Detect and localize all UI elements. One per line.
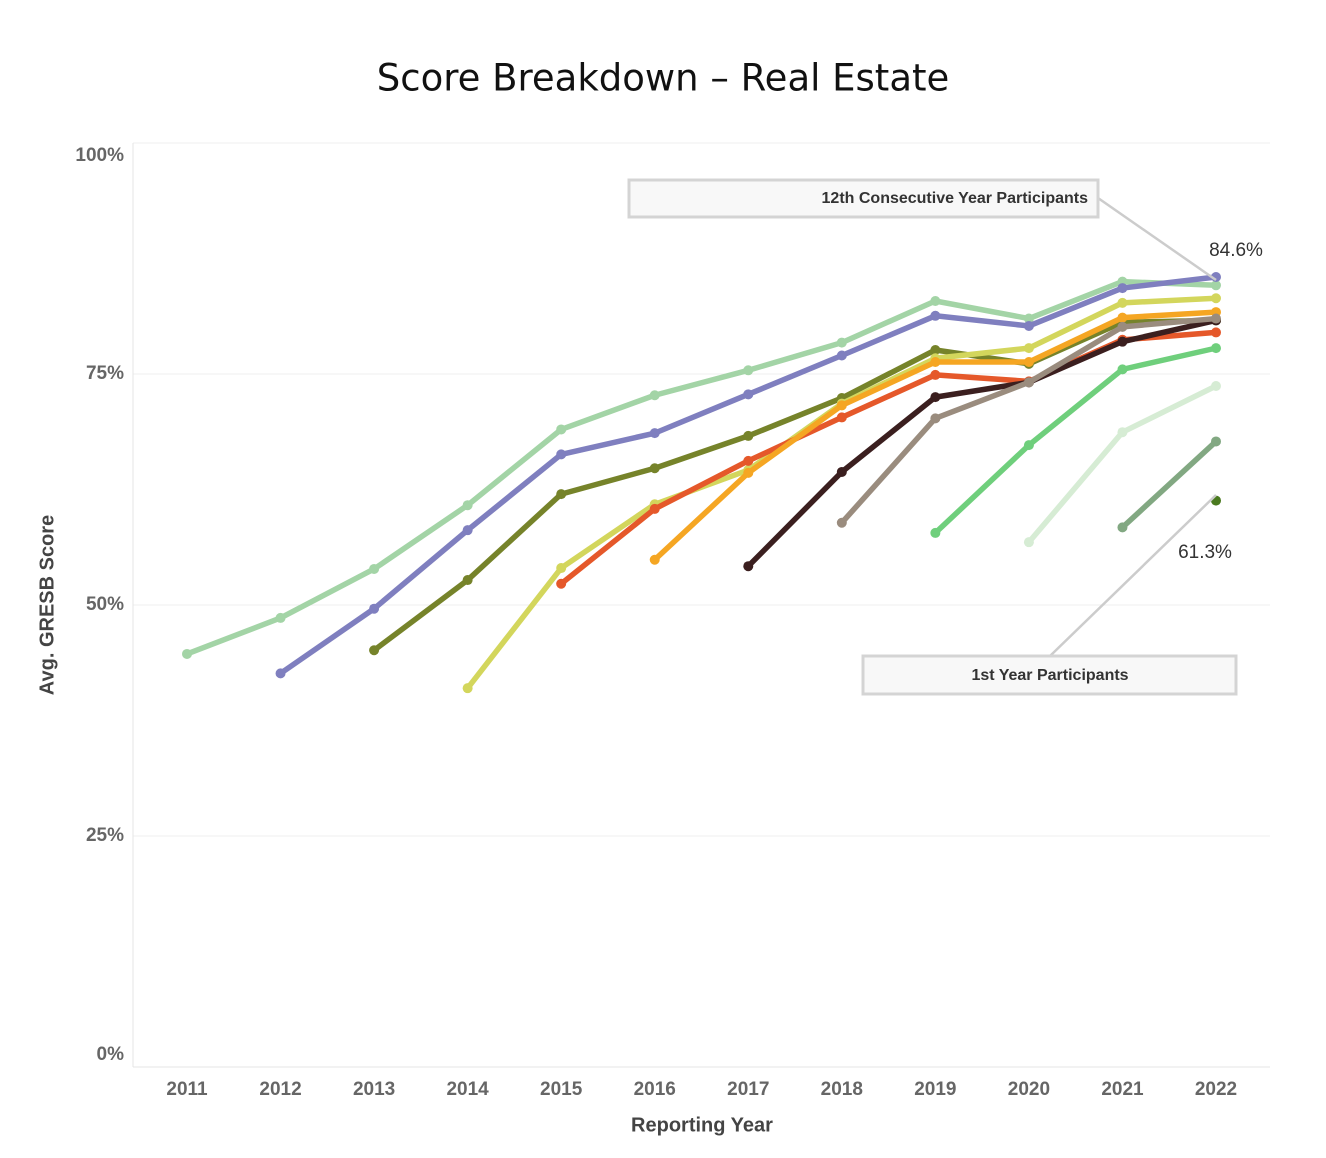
- data-point: [836, 337, 847, 348]
- data-point: [556, 578, 567, 589]
- annotation: 84.6%: [1209, 240, 1263, 261]
- data-point: [556, 563, 567, 574]
- y-tick-label: 25%: [86, 825, 124, 846]
- annotation: 61.3%: [1178, 542, 1232, 563]
- annotation: 1st Year Participants: [971, 667, 1128, 684]
- data-point: [1117, 427, 1128, 438]
- data-point: [930, 344, 941, 355]
- data-point: [649, 463, 660, 474]
- x-tick-label: 2022: [1195, 1079, 1237, 1100]
- data-point: [930, 369, 941, 380]
- data-point: [462, 500, 473, 511]
- data-point: [1117, 336, 1128, 347]
- y-tick-label: 100%: [75, 145, 124, 166]
- data-point: [930, 413, 941, 424]
- data-point: [743, 467, 754, 478]
- data-point: [930, 527, 941, 538]
- data-point: [1023, 356, 1034, 367]
- data-point: [1211, 313, 1221, 324]
- data-point: [556, 449, 567, 460]
- data-point: [649, 390, 660, 401]
- data-point: [462, 525, 473, 536]
- series-line: [746, 317, 1217, 569]
- data-point: [1211, 280, 1221, 291]
- data-point: [743, 561, 754, 572]
- data-point: [1117, 364, 1128, 375]
- data-point: [649, 428, 660, 439]
- data-point: [1211, 293, 1221, 304]
- data-point: [1117, 297, 1128, 308]
- y-tick-label: 50%: [86, 594, 124, 615]
- chart-title: Score Breakdown – Real Estate: [377, 57, 950, 100]
- annotation-box: [861, 654, 1238, 696]
- data-point: [556, 424, 567, 435]
- data-point: [462, 683, 473, 694]
- annotation-leader: [1097, 196, 1217, 282]
- data-point: [1023, 343, 1034, 354]
- y-tick-label: 75%: [86, 363, 124, 384]
- data-point: [1117, 312, 1128, 323]
- data-point: [930, 392, 941, 403]
- data-point: [1023, 537, 1034, 548]
- data-point: [369, 563, 380, 574]
- x-tick-label: 2013: [353, 1079, 395, 1100]
- data-point: [836, 400, 847, 411]
- data-point: [556, 489, 567, 500]
- data-point: [1211, 343, 1221, 354]
- data-point: [369, 603, 380, 614]
- annotation: 12th Consecutive Year Participants: [822, 190, 1089, 207]
- data-point: [930, 356, 941, 367]
- x-tick-label: 2014: [446, 1079, 489, 1100]
- y-tick-label: 0%: [97, 1044, 125, 1065]
- data-point: [930, 296, 941, 307]
- data-point: [1117, 321, 1128, 332]
- data-point: [649, 503, 660, 514]
- data-point: [836, 412, 847, 423]
- data-point: [743, 389, 754, 400]
- data-point: [1023, 313, 1034, 324]
- data-point: [836, 466, 847, 477]
- data-point: [275, 668, 286, 679]
- x-tick-label: 2012: [259, 1079, 301, 1100]
- x-tick-label: 2021: [1101, 1079, 1144, 1100]
- annotation-box: [627, 178, 1100, 219]
- data-point: [930, 310, 941, 321]
- x-tick-label: 2020: [1008, 1079, 1050, 1100]
- x-tick-label: 2018: [821, 1079, 863, 1100]
- series-line: [933, 345, 1217, 535]
- annotation-leader: [1049, 494, 1217, 657]
- series-line: [1120, 439, 1218, 530]
- data-point: [1211, 381, 1221, 392]
- data-point: [369, 645, 380, 656]
- data-point: [1211, 436, 1221, 447]
- x-tick-label: 2011: [166, 1079, 208, 1100]
- data-point: [743, 455, 754, 466]
- data-point: [1023, 440, 1034, 451]
- data-point: [1023, 320, 1034, 331]
- data-point: [743, 365, 754, 376]
- x-tick-label: 2017: [727, 1079, 769, 1100]
- data-point: [1211, 327, 1221, 338]
- y-axis-label: Avg. GRESB Score: [36, 515, 58, 695]
- x-tick-label: 2016: [634, 1079, 676, 1100]
- data-point: [275, 612, 286, 623]
- data-point: [649, 554, 660, 565]
- data-point: [743, 430, 754, 441]
- data-point: [836, 350, 847, 361]
- data-point: [182, 648, 192, 659]
- x-tick-label: 2019: [914, 1079, 956, 1100]
- x-axis-label: Reporting Year: [631, 1114, 773, 1136]
- plot: [133, 142, 1270, 1068]
- x-tick-label: 2015: [540, 1079, 583, 1100]
- data-point: [462, 575, 473, 586]
- data-point: [836, 517, 847, 528]
- series-line: [186, 278, 1217, 657]
- data-point: [1117, 522, 1128, 533]
- data-point: [1117, 283, 1128, 294]
- data-point: [1023, 377, 1034, 388]
- series-line: [372, 317, 1217, 653]
